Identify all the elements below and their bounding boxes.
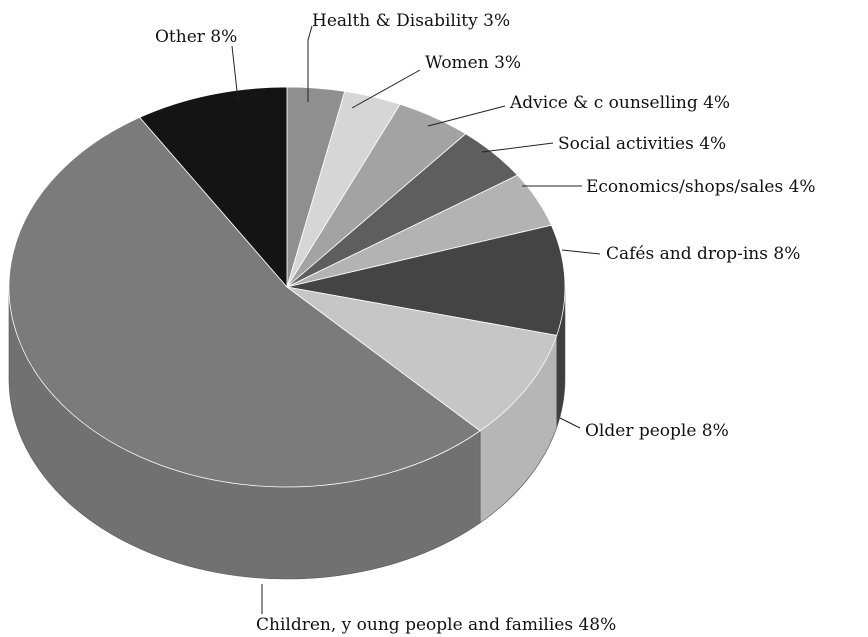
leader-line xyxy=(307,25,313,102)
label-text: Cafés and drop-ins 8% xyxy=(606,244,800,264)
pie-slice-older-people xyxy=(286,286,558,432)
slice-label-other: Other 8% xyxy=(155,27,239,101)
pie-tops xyxy=(8,86,566,488)
label-text: Older people 8% xyxy=(585,421,729,441)
slice-label-older-people: Older people 8% xyxy=(559,417,729,441)
slice-label-advice-counselling: Advice & c ounselling 4% xyxy=(427,93,730,127)
label-text: Women 3% xyxy=(425,53,521,73)
label-text: Health & Disability 3% xyxy=(312,11,510,31)
label-text: Economics/shops/sales 4% xyxy=(586,177,816,197)
label-text: Children, y oung people and families 48% xyxy=(256,615,616,635)
pie-slice-children-young-people-and-families xyxy=(8,116,481,488)
label-text: Advice & c ounselling 4% xyxy=(509,93,730,113)
label-text: Other 8% xyxy=(155,27,237,47)
leader-line xyxy=(427,105,506,127)
leader-line xyxy=(231,45,239,101)
label-text: Social activities 4% xyxy=(558,134,726,154)
pie-slice-other xyxy=(139,86,288,289)
slice-label-health-disability: Health & Disability 3% xyxy=(307,11,510,102)
leader-line xyxy=(559,417,581,429)
slice-label-children-families: Children, y oung people and families 48% xyxy=(256,584,616,635)
pie-slice-caf-s-and-drop-ins xyxy=(286,224,566,336)
slice-label-cafes: Cafés and drop-ins 8% xyxy=(561,244,800,264)
leader-line xyxy=(351,69,421,109)
slice-label-social-activities: Social activities 4% xyxy=(481,134,726,154)
leader-line xyxy=(561,249,601,255)
slice-label-economics: Economics/shops/sales 4% xyxy=(522,177,816,197)
slice-label-women: Women 3% xyxy=(351,53,521,109)
leader-line xyxy=(481,142,554,153)
